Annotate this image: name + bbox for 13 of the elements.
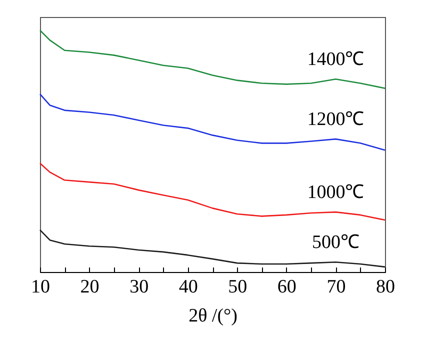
series-label: 1200℃ bbox=[307, 109, 364, 130]
x-tick-label: 80 bbox=[376, 276, 395, 298]
x-tick-label: 60 bbox=[277, 276, 296, 298]
x-axis-title: 2θ /(°) bbox=[188, 306, 238, 326]
series-label: 1000℃ bbox=[307, 182, 364, 204]
x-tick-label: 30 bbox=[130, 276, 149, 298]
x-tick-label: 40 bbox=[178, 276, 198, 298]
x-tick-label: 70 bbox=[326, 276, 346, 298]
x-tick-label: 50 bbox=[228, 276, 248, 298]
series-label: 500℃ bbox=[312, 232, 360, 254]
series-label: 1400℃ bbox=[307, 49, 364, 70]
x-tick-label: 20 bbox=[80, 276, 100, 298]
x-tick-label: 10 bbox=[31, 276, 50, 298]
